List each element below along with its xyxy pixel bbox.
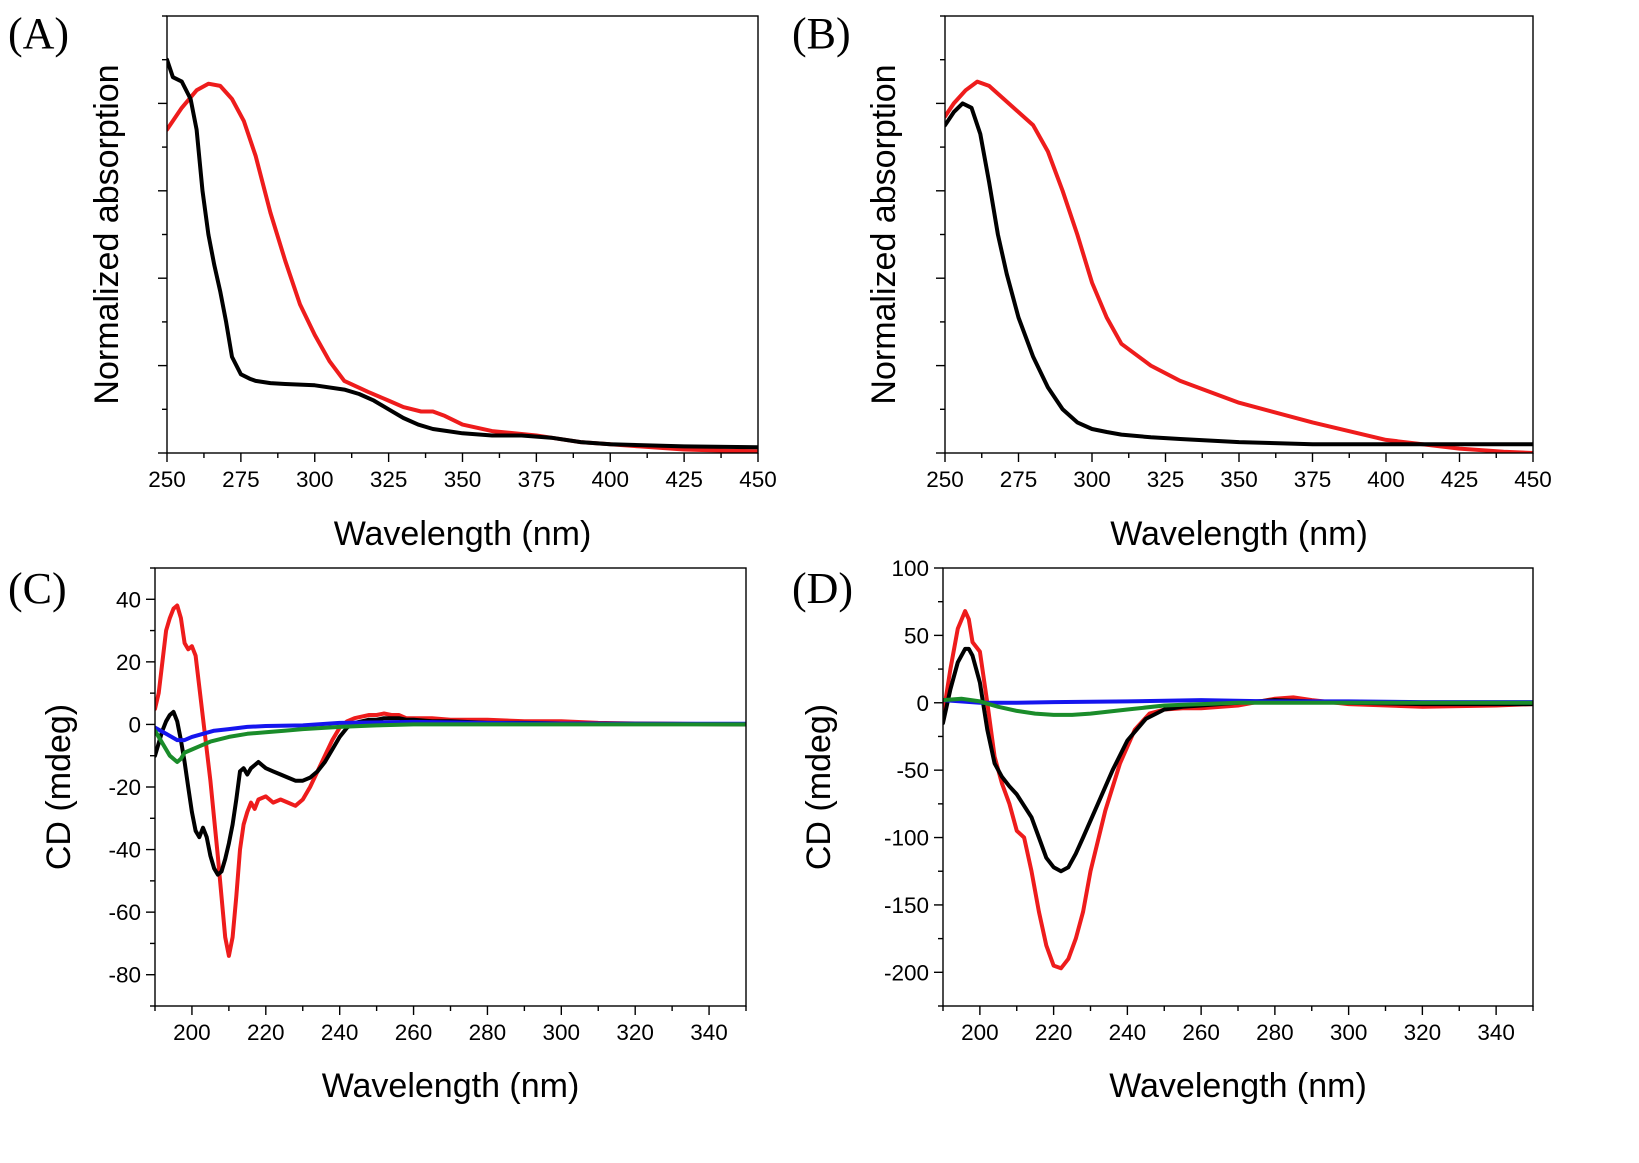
y-tick-label: -40 xyxy=(108,838,141,863)
x-tick-label: 220 xyxy=(247,1020,285,1045)
series-line-black xyxy=(167,57,758,450)
y-tick-label: -80 xyxy=(108,963,141,988)
panel-b: (B) 250 275 300 325 350 375 400 425 450 Wavelength… xyxy=(792,9,1552,553)
x-tick-label: 325 xyxy=(1147,467,1185,492)
x-tick-label: 425 xyxy=(1441,467,1479,492)
panel-label: (B) xyxy=(792,9,851,58)
x-tick-label: 425 xyxy=(665,467,703,492)
x-axis-title: Wavelength (nm) xyxy=(1109,1067,1367,1105)
x-tick-label: 325 xyxy=(370,467,408,492)
y-tick-label: 100 xyxy=(891,556,929,581)
series-line-black xyxy=(943,646,1533,874)
x-tick-label: 240 xyxy=(1109,1020,1147,1045)
x-tick-label: 220 xyxy=(1035,1020,1073,1045)
y-tick-label: -20 xyxy=(108,775,141,800)
series-group xyxy=(943,609,1533,971)
y-axis-title: Normalized absorption xyxy=(88,64,126,404)
y-tick-label: 0 xyxy=(128,712,141,737)
x-tick-label: 250 xyxy=(926,467,964,492)
y-tick-label: -200 xyxy=(884,960,929,985)
x-tick-label: 240 xyxy=(321,1020,359,1045)
panel-c: (C) 200 220 240 260 280 300 320 340 -80 -60 -40 -20 0… xyxy=(8,564,747,1105)
panel-label: (C) xyxy=(8,564,67,613)
y-tick-label: -60 xyxy=(108,900,141,925)
x-tick-label: 300 xyxy=(1330,1020,1368,1045)
y-tick-label: -150 xyxy=(884,893,929,918)
panel-label: (D) xyxy=(792,564,853,613)
plot-frame xyxy=(942,567,1534,1007)
x-axis-title: Wavelength (nm) xyxy=(334,515,592,553)
series-line-red xyxy=(167,81,758,453)
x-axis-title: Wavelength (nm) xyxy=(322,1067,580,1105)
x-tick-label: 450 xyxy=(739,467,777,492)
series-line-red xyxy=(943,609,1533,971)
y-tick-label: 40 xyxy=(116,587,141,612)
y-axis-title: Normalized absorption xyxy=(865,64,903,404)
y-axis-title: CD (mdeg) xyxy=(40,704,78,870)
x-tick-label: 350 xyxy=(444,467,482,492)
x-tick-label: 200 xyxy=(173,1020,211,1045)
x-tick-label: 300 xyxy=(1073,467,1111,492)
y-tick-label: 20 xyxy=(116,650,141,675)
x-tick-label: 400 xyxy=(1367,467,1405,492)
x-tick-label: 300 xyxy=(543,1020,581,1045)
y-axis-title: CD (mdeg) xyxy=(800,704,838,870)
x-tick-label: 260 xyxy=(1182,1020,1220,1045)
x-tick-label: 260 xyxy=(395,1020,433,1045)
panel-a: (A) 250 275 300 325 350 375 400 425 450 Wavelength… xyxy=(8,9,777,553)
series-line-black xyxy=(155,709,746,877)
series-line-red xyxy=(945,79,1533,453)
y-tick-label: -100 xyxy=(884,826,929,851)
series-line-green xyxy=(943,696,1533,717)
x-tick-label: 320 xyxy=(616,1020,654,1045)
x-tick-label: 375 xyxy=(518,467,556,492)
series-group xyxy=(945,79,1533,453)
x-tick-label: 375 xyxy=(1294,467,1332,492)
x-tick-label: 400 xyxy=(591,467,629,492)
series-line-red xyxy=(155,603,746,958)
x-tick-label: 300 xyxy=(296,467,334,492)
x-tick-label: 320 xyxy=(1404,1020,1442,1045)
plot-frame xyxy=(944,15,1534,454)
x-tick-label: 340 xyxy=(690,1020,728,1045)
x-tick-label: 450 xyxy=(1514,467,1552,492)
x-axis-title: Wavelength (nm) xyxy=(1110,515,1368,553)
y-tick-label: -50 xyxy=(896,758,929,783)
panel-label: (A) xyxy=(8,9,69,58)
y-tick-label: 50 xyxy=(904,623,929,648)
x-tick-label: 275 xyxy=(1000,467,1038,492)
plot-frame xyxy=(166,15,759,454)
x-tick-label: 340 xyxy=(1477,1020,1515,1045)
series-line-green xyxy=(155,722,746,764)
x-tick-label: 275 xyxy=(222,467,260,492)
x-tick-label: 280 xyxy=(469,1020,507,1045)
series-group xyxy=(167,57,758,453)
x-tick-label: 200 xyxy=(961,1020,999,1045)
x-tick-label: 280 xyxy=(1256,1020,1294,1045)
x-tick-label: 350 xyxy=(1220,467,1258,492)
series-line-black xyxy=(945,101,1533,447)
x-tick-label: 250 xyxy=(148,467,186,492)
plot-frame xyxy=(154,567,747,1007)
panel-d: (D) 200 220 240 260 280 300 320 340 -200 -150 -100 -… xyxy=(792,556,1534,1105)
y-tick-label: 0 xyxy=(916,691,929,716)
series-group xyxy=(155,603,746,958)
